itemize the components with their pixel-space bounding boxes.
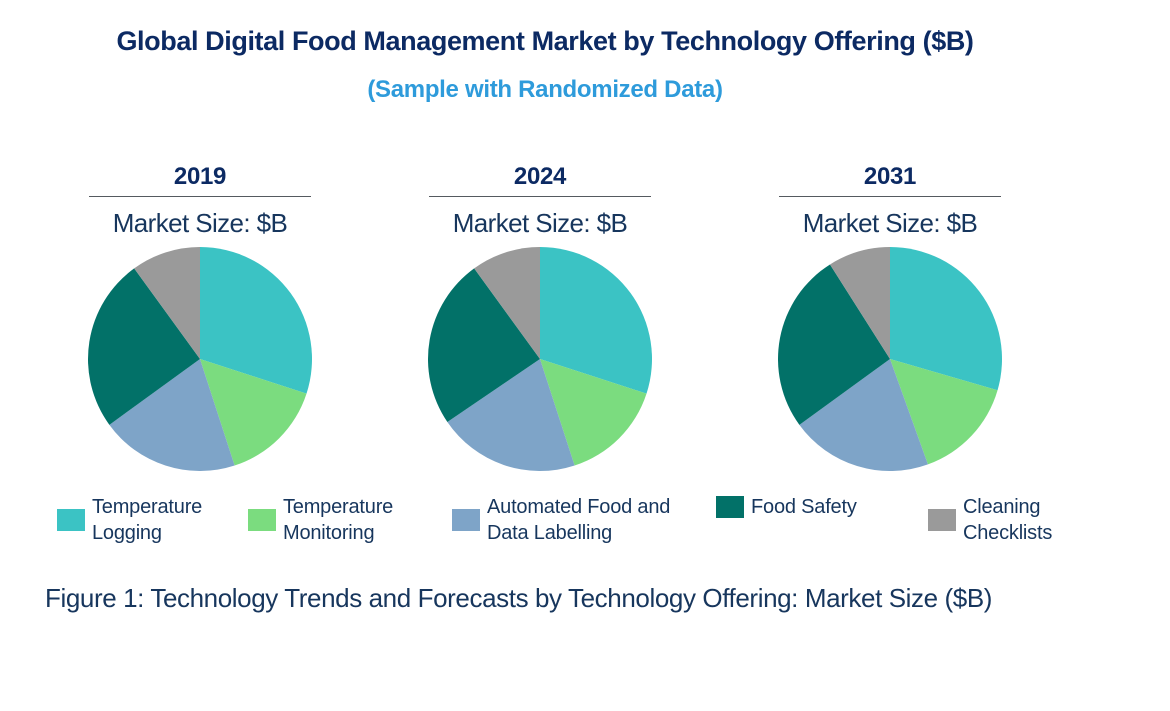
year-underline (779, 196, 1001, 197)
pie-slice-cleaning-checklists (134, 247, 200, 359)
legend-label: Cleaning Checklists (963, 496, 1053, 544)
legend-swatch-food-safety-icon (716, 496, 744, 518)
pie-slice-food-safety (88, 268, 200, 425)
pie-slice-cleaning-checklists (474, 247, 540, 359)
pie-slice-food-safety (778, 264, 890, 425)
legend-item-food-safety: Food Safety (716, 494, 891, 520)
year-label-2024: 2024 (513, 163, 567, 190)
figure-caption: Figure 1: Technology Trends and Forecast… (45, 583, 993, 613)
legend-label: Temperature Monitoring (283, 496, 394, 544)
pie-slice-temperature-monitoring (200, 359, 307, 466)
pie-slice-food-safety (428, 268, 540, 422)
legend-label: Food Safety (751, 496, 857, 518)
pie-slice-automated-food-and-data-labelling (447, 359, 575, 471)
year-underline (429, 196, 651, 197)
pie-panel-2031: 2031 Market Size: $B (740, 163, 1040, 476)
pie-slice-automated-food-and-data-labelling (799, 359, 928, 471)
pie-slice-cleaning-checklists (829, 247, 890, 359)
legend-item-temperature-logging: Temperature Logging (57, 494, 242, 546)
pie-slice-temperature-logging (890, 247, 1002, 391)
market-size-label-2031: Market Size: $B (802, 208, 978, 238)
legend-item-cleaning-checklists: Cleaning Checklists (928, 494, 1078, 546)
legend-label: Temperature Logging (92, 496, 203, 544)
chart-legend: Temperature Logging Temperature Monitori… (0, 494, 1170, 566)
legend-swatch-cleaning-checklists-icon (928, 509, 956, 531)
legend-swatch-temperature-logging-icon (57, 509, 85, 531)
year-label-2019: 2019 (173, 163, 227, 190)
pie-chart-2024 (428, 247, 652, 471)
page-subtitle: (Sample with Randomized Data) (367, 76, 723, 103)
pie-slice-automated-food-and-data-labelling (109, 359, 235, 471)
pie-slice-temperature-logging (200, 247, 312, 394)
pie-slice-temperature-logging (540, 247, 652, 394)
pie-slice-temperature-monitoring (890, 359, 998, 465)
legend-item-automated-food-and-data-labelling: Automated Food and Data Labelling (452, 494, 687, 546)
pie-slice-temperature-monitoring (540, 359, 647, 466)
legend-swatch-temperature-monitoring-icon (248, 509, 276, 531)
pie-panel-2024: 2024 Market Size: $B (390, 163, 690, 476)
year-underline (89, 196, 311, 197)
market-size-label-2024: Market Size: $B (452, 208, 628, 238)
year-label-2031: 2031 (863, 163, 917, 190)
pie-panel-2019: 2019 Market Size: $B (50, 163, 350, 476)
legend-item-temperature-monitoring: Temperature Monitoring (248, 494, 433, 546)
market-size-label-2019: Market Size: $B (112, 208, 288, 238)
legend-label: Automated Food and Data Labelling (487, 496, 671, 544)
pie-chart-2031 (778, 247, 1002, 471)
pie-chart-2019 (88, 247, 312, 471)
legend-swatch-automated-food-and-data-labelling-icon (452, 509, 480, 531)
page-title: Global Digital Food Management Market by… (116, 26, 974, 56)
